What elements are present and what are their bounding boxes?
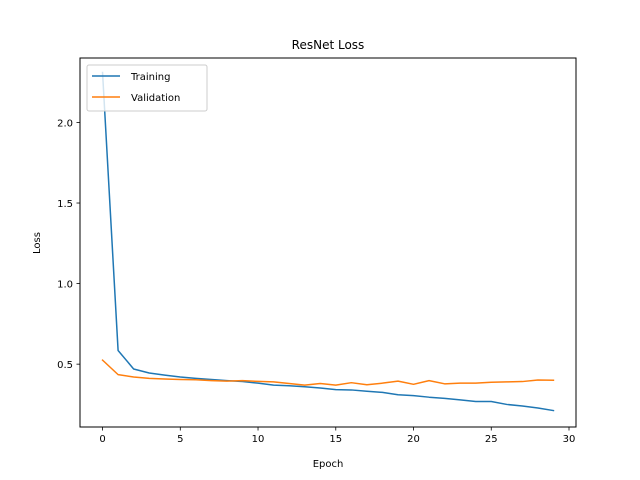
y-axis: 0.5 1.0 1.5 2.0 xyxy=(57,118,80,371)
y-tick-label: 1.0 xyxy=(57,280,73,291)
series-line-training xyxy=(101,71,555,412)
x-tick-label: 5 xyxy=(177,434,183,445)
y-tick-label: 0.5 xyxy=(57,360,73,371)
x-tick-label: 20 xyxy=(407,434,420,445)
x-axis: 0 5 10 15 20 25 30 xyxy=(99,427,575,445)
x-tick-label: 25 xyxy=(485,434,498,445)
legend: Training Validation xyxy=(86,64,208,112)
x-axis-label: Epoch xyxy=(313,459,344,470)
x-tick-label: 15 xyxy=(329,434,342,445)
axes-frame xyxy=(79,57,577,428)
chart-title: ResNet Loss xyxy=(292,38,365,52)
series-line-validation xyxy=(101,359,555,386)
x-tick-label: 10 xyxy=(252,434,265,445)
legend-label-training: Training xyxy=(130,72,170,83)
y-axis-label: Loss xyxy=(32,232,43,254)
x-tick-label: 30 xyxy=(563,434,576,445)
y-tick-label: 1.5 xyxy=(57,199,73,210)
series-layer xyxy=(101,71,555,412)
x-tick-label: 0 xyxy=(99,434,105,445)
legend-label-validation: Validation xyxy=(131,93,180,104)
y-tick-label: 2.0 xyxy=(57,118,73,129)
